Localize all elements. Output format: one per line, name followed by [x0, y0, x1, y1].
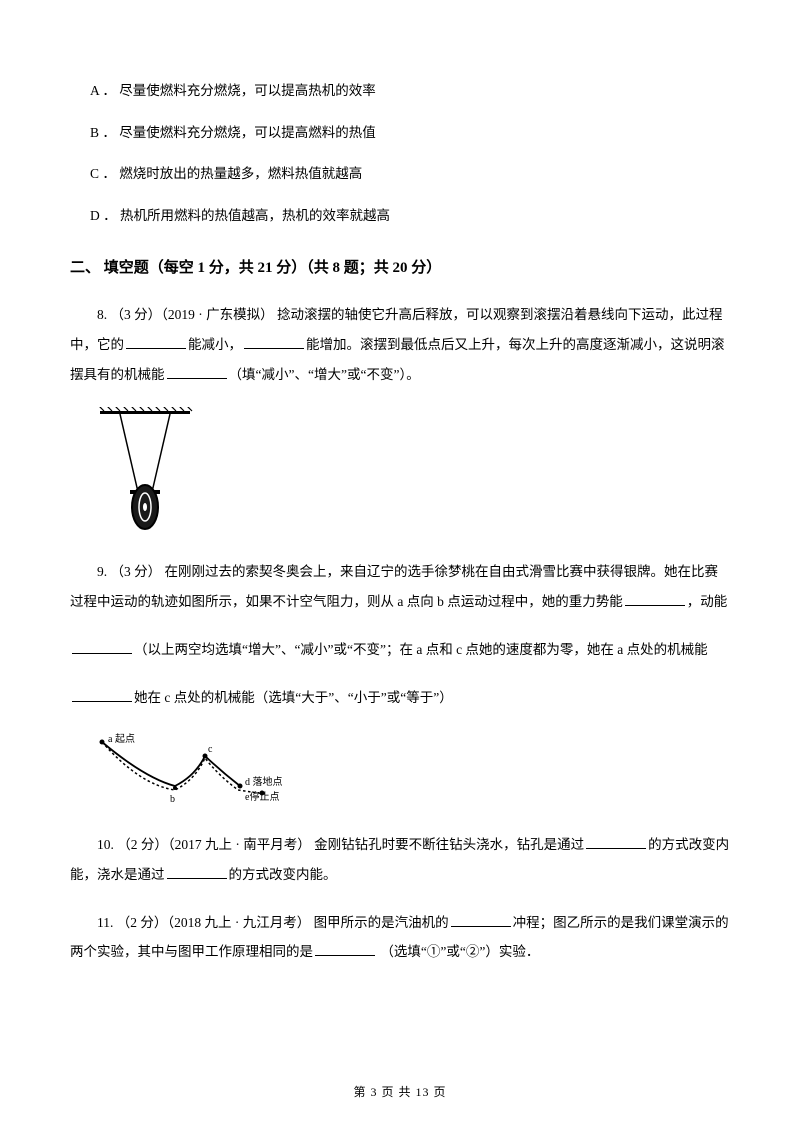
q10-text-3: 的方式改变内能。 [229, 867, 337, 882]
option-c: C ． 燃烧时放出的热量越多，燃料热值就越高 [90, 163, 730, 185]
option-a: A ． 尽量使燃料充分燃烧，可以提高热机的效率 [90, 80, 730, 102]
label-a: a 起点 [108, 733, 135, 745]
figure-ski-trajectory: a 起点 b c d 落地点 e停止点 [90, 730, 730, 810]
q9-text-2: ，动能 [687, 594, 728, 609]
q9-text-4: 她在 c 点处的机械能（选填“大于”、“小于”或“等于”） [134, 690, 453, 705]
q11-text-3: （选填“①”或“②”）实验． [377, 944, 539, 959]
question-10: 10. （2 分）（2017 九上 · 南平月考） 金刚钻钻孔时要不断往钻头浇水… [70, 830, 730, 889]
page: A ． 尽量使燃料充分燃烧，可以提高热机的效率 B ． 尽量使燃料充分燃烧，可以… [0, 0, 800, 1132]
q8-blank-3 [167, 365, 227, 379]
label-e: e停止点 [245, 790, 279, 803]
option-d: D ． 热机所用燃料的热值越高，热机的效率就越高 [90, 205, 730, 227]
q10-text-1: 10. （2 分）（2017 九上 · 南平月考） 金刚钻钻孔时要不断往钻头浇水… [97, 837, 584, 852]
q11-blank-1 [451, 913, 511, 927]
q9-text-3: （以上两空均选填“增大”、“减小”或“不变”；在 a 点和 c 点她的速度都为零… [134, 642, 708, 657]
q11-blank-2 [315, 943, 375, 957]
q8-text-2: 能减小， [188, 337, 242, 352]
section-2-title: 二、 填空题（每空 1 分，共 21 分）（共 8 题；共 20 分） [70, 256, 730, 280]
question-11: 11. （2 分）（2018 九上 · 九江月考） 图甲所示的是汽油机的冲程；图… [70, 908, 730, 967]
page-footer: 第 3 页 共 13 页 [0, 1083, 800, 1102]
question-9-cont2: 她在 c 点处的机械能（选填“大于”、“小于”或“等于”） [70, 683, 730, 713]
q10-blank-2 [167, 865, 227, 879]
q8-blank-1 [126, 336, 186, 350]
q9-blank-2 [72, 640, 132, 654]
q8-blank-2 [244, 336, 304, 350]
svg-text:c: c [208, 744, 213, 755]
q10-blank-1 [586, 836, 646, 850]
q11-text-1: 11. （2 分）（2018 九上 · 九江月考） 图甲所示的是汽油机的 [97, 915, 449, 930]
figure-pendulum [90, 407, 730, 537]
trajectory-icon: a 起点 b c d 落地点 e停止点 [90, 730, 290, 810]
question-9: 9. （3 分） 在刚刚过去的索契冬奥会上，来自辽宁的选手徐梦桃在自由式滑雪比赛… [70, 557, 730, 616]
question-8: 8. （3 分）（2019 · 广东模拟） 捻动滚摆的轴使它升高后释放，可以观察… [70, 300, 730, 389]
svg-text:b: b [170, 794, 175, 805]
question-9-cont: （以上两空均选填“增大”、“减小”或“不变”；在 a 点和 c 点她的速度都为零… [70, 635, 730, 665]
q8-text-4: （填“减小”、“增大”或“不变”）。 [229, 367, 420, 382]
pendulum-icon [90, 407, 200, 537]
q9-blank-3 [72, 688, 132, 702]
q9-blank-1 [625, 593, 685, 607]
option-b: B ． 尽量使燃料充分燃烧，可以提高燃料的热值 [90, 122, 730, 144]
q9-text-1: 9. （3 分） 在刚刚过去的索契冬奥会上，来自辽宁的选手徐梦桃在自由式滑雪比赛… [70, 564, 718, 609]
label-d: d 落地点 [245, 775, 283, 788]
